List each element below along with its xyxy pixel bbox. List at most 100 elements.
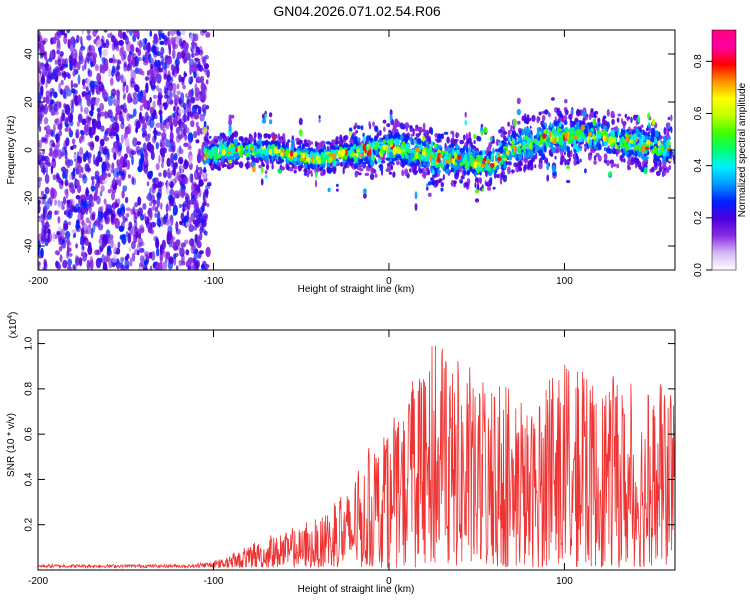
- signal-blob: [367, 150, 370, 157]
- signal-blob: [629, 139, 634, 144]
- signal-blob: [474, 189, 480, 194]
- noise-blob: [199, 227, 203, 234]
- signal-blob: [568, 138, 571, 143]
- noise-blob: [60, 228, 65, 237]
- signal-blob: [268, 112, 273, 118]
- noise-blob: [173, 252, 179, 258]
- signal-blob: [364, 172, 370, 176]
- noise-blob: [50, 165, 54, 175]
- signal-blob: [412, 138, 415, 146]
- signal-blob: [412, 129, 415, 136]
- noise-blob: [189, 96, 196, 104]
- noise-blob: [191, 173, 194, 185]
- signal-blob: [532, 139, 537, 143]
- signal-blob: [238, 161, 244, 169]
- noise-blob: [112, 88, 116, 94]
- signal-blob: [597, 155, 602, 162]
- signal-blob: [624, 132, 628, 138]
- signal-blob: [545, 128, 548, 134]
- noise-blob: [110, 77, 114, 86]
- noise-blob: [102, 88, 107, 100]
- noise-blob: [76, 151, 80, 161]
- signal-blob: [414, 145, 420, 149]
- signal-blob: [432, 169, 435, 176]
- noise-blob: [159, 40, 165, 46]
- noise-blob: [147, 133, 151, 138]
- signal-blob: [363, 188, 367, 195]
- noise-blob: [63, 196, 66, 206]
- noise-blob: [191, 244, 197, 252]
- noise-blob: [203, 215, 208, 223]
- noise-blob: [64, 71, 70, 78]
- noise-blob: [193, 203, 199, 211]
- signal-blob: [592, 118, 596, 126]
- signal-blob: [584, 168, 587, 174]
- signal-blob: [639, 141, 643, 148]
- signal-blob: [508, 129, 511, 135]
- noise-blob: [149, 96, 152, 104]
- noise-blob: [118, 225, 125, 232]
- signal-blob: [380, 160, 386, 164]
- noise-blob: [113, 243, 117, 253]
- signal-blob: [611, 118, 615, 125]
- noise-blob: [103, 135, 106, 141]
- signal-blob: [627, 116, 631, 120]
- noise-blob: [149, 106, 154, 114]
- noise-blob: [42, 96, 47, 103]
- signal-blob: [379, 163, 384, 172]
- noise-blob: [180, 92, 185, 102]
- noise-blob: [143, 213, 146, 219]
- signal-blob: [383, 126, 386, 132]
- noise-blob: [114, 112, 118, 124]
- noise-blob: [149, 80, 153, 87]
- signal-blob: [331, 152, 337, 160]
- signal-blob: [513, 162, 518, 168]
- noise-blob: [180, 173, 185, 179]
- signal-blob: [436, 133, 442, 142]
- noise-blob: [117, 97, 120, 105]
- noise-blob: [166, 181, 170, 189]
- noise-blob: [68, 173, 73, 181]
- signal-blob: [313, 152, 317, 159]
- noise-blob: [202, 172, 207, 180]
- noise-blob: [191, 183, 195, 193]
- signal-blob: [421, 150, 426, 156]
- noise-blob: [176, 90, 181, 96]
- noise-blob: [84, 240, 90, 246]
- signal-blob: [584, 145, 588, 150]
- noise-blob: [137, 249, 140, 256]
- noise-blob: [115, 133, 119, 141]
- noise-blob: [175, 126, 181, 135]
- noise-blob: [168, 90, 173, 100]
- noise-blob: [137, 196, 142, 206]
- signal-blob: [516, 108, 521, 116]
- noise-blob: [183, 142, 189, 147]
- signal-blob: [657, 161, 661, 166]
- signal-blob: [206, 183, 212, 187]
- noise-blob: [59, 151, 65, 157]
- signal-blob: [218, 145, 222, 153]
- signal-blob: [573, 135, 578, 140]
- noise-blob: [204, 69, 210, 76]
- signal-blob: [620, 142, 623, 149]
- signal-blob: [624, 143, 629, 152]
- signal-blob: [229, 155, 234, 161]
- signal-blob: [414, 203, 418, 212]
- noise-blob: [54, 250, 60, 256]
- noise-blob: [178, 148, 184, 155]
- signal-blob: [322, 168, 326, 176]
- signal-blob: [232, 143, 235, 149]
- signal-blob: [276, 153, 280, 157]
- noise-blob: [169, 138, 174, 144]
- signal-blob: [204, 136, 208, 142]
- signal-blob: [314, 170, 318, 179]
- noise-blob: [45, 95, 50, 105]
- signal-blob: [318, 115, 321, 119]
- signal-blob: [641, 135, 646, 141]
- noise-blob: [45, 165, 48, 176]
- signal-blob: [374, 125, 379, 133]
- signal-blob: [564, 126, 569, 133]
- signal-blob: [620, 148, 624, 153]
- signal-blob: [503, 148, 507, 153]
- noise-blob: [60, 30, 65, 36]
